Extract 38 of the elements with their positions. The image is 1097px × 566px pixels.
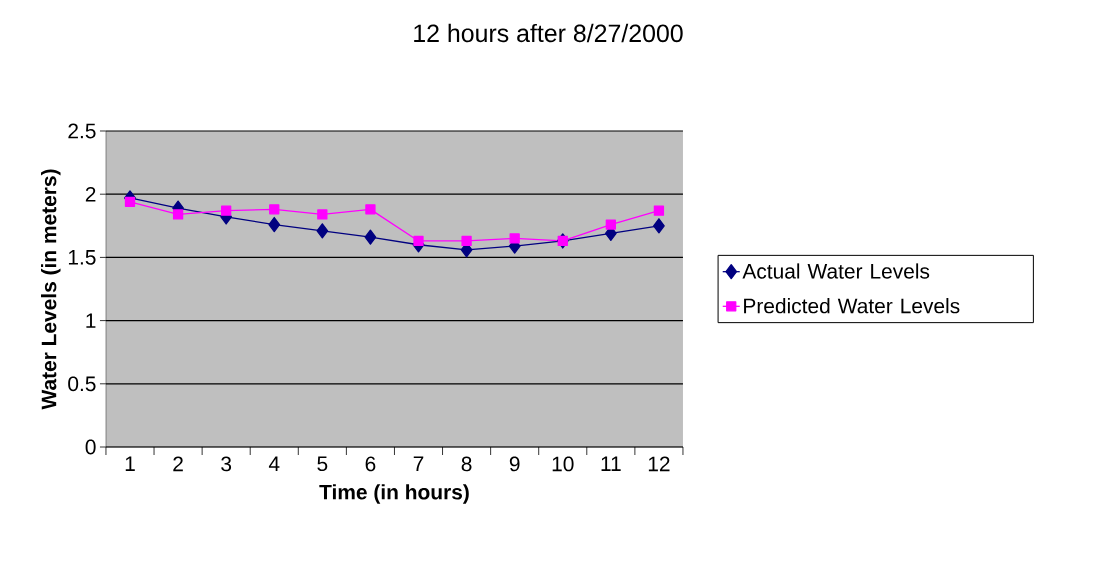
x-tick-label: 6 [365, 456, 376, 472]
point [124, 196, 136, 207]
y-tick-label: 0.5 [68, 376, 96, 392]
point [268, 216, 281, 233]
y-tick-label: 1.5 [68, 250, 96, 265]
x-tick-label: 1 [125, 456, 135, 471]
point [605, 219, 616, 230]
y-axis-title: Water Levels (in meters) [41, 169, 61, 410]
point [653, 205, 665, 216]
point [269, 204, 280, 215]
point [364, 229, 377, 245]
legend-label: Actual Water Levels [742, 263, 930, 279]
point [316, 223, 329, 239]
y-tick-label: 2.5 [68, 123, 96, 139]
y-tick-label: 2 [85, 186, 96, 202]
x-tick-label: 8 [461, 456, 472, 472]
x-tick-label: 4 [268, 456, 280, 471]
x-tick-label: 3 [221, 456, 232, 472]
y-tick-label: 1 [86, 313, 96, 328]
x-tick-label: 10 [552, 456, 574, 472]
x-tick-label: 11 [601, 456, 621, 471]
y-tick-label: 0 [85, 439, 96, 455]
x-axis-title: Time (in hours) [319, 484, 469, 504]
x-tick-label: 12 [648, 456, 670, 472]
point [653, 218, 665, 234]
point [461, 235, 472, 247]
point [221, 205, 232, 216]
legend-label: Predicted Water Levels [744, 297, 960, 314]
x-tick-label: 2 [173, 456, 183, 472]
x-tick-label: 9 [509, 456, 520, 472]
point [413, 235, 424, 247]
point [317, 209, 328, 220]
point [365, 204, 376, 215]
point [172, 209, 184, 220]
chart-title: 12 hours after 8/27/2000 [414, 23, 683, 43]
x-tick-label: 7 [413, 456, 424, 471]
x-tick-label: 5 [317, 456, 328, 472]
point [509, 233, 520, 244]
